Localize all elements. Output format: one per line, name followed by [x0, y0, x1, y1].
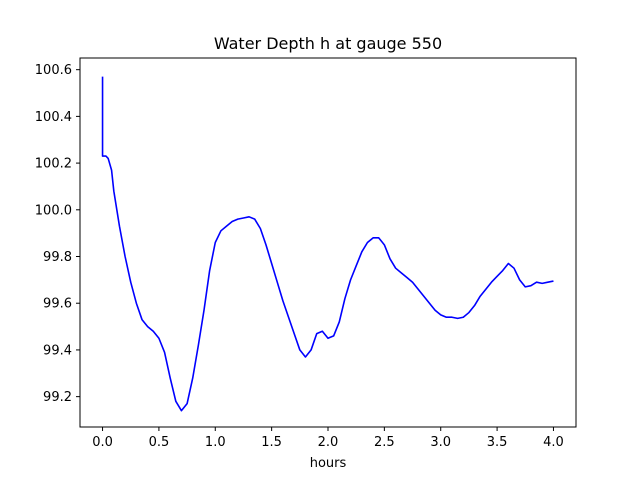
y-axis: 99.2 99.4 99.6 99.8 100.0 100.2 100.4 100.6 [35, 63, 80, 405]
x-tick-label: 1.0 [205, 435, 226, 450]
y-tick-label: 100.0 [35, 203, 72, 218]
y-tick-label: 99.2 [43, 390, 72, 405]
chart-title: Water Depth h at gauge 550 [214, 34, 442, 53]
y-tick-label: 100.6 [35, 63, 72, 78]
y-tick-label: 100.2 [35, 157, 72, 172]
y-tick-label: 99.4 [43, 343, 72, 358]
plot-area [101, 76, 554, 412]
x-tick-label: 4.0 [543, 435, 564, 450]
y-tick-label: 99.8 [43, 250, 72, 265]
x-tick-label: 1.5 [261, 435, 282, 450]
x-axis-label: hours [310, 456, 347, 471]
x-tick-label: 0.5 [149, 435, 170, 450]
series-line-0 [101, 76, 554, 412]
x-tick-label: 0.0 [92, 435, 113, 450]
y-tick-label: 99.6 [43, 297, 72, 312]
x-tick-label: 2.0 [318, 435, 339, 450]
y-tick-label: 100.4 [35, 110, 72, 125]
x-tick-label: 3.0 [430, 435, 451, 450]
x-tick-label: 2.5 [374, 435, 395, 450]
x-tick-label: 3.5 [487, 435, 508, 450]
axes-frame [79, 57, 577, 428]
x-axis: 0.0 0.5 1.0 1.5 2.0 2.5 3.0 3.5 4.0 [92, 427, 564, 450]
